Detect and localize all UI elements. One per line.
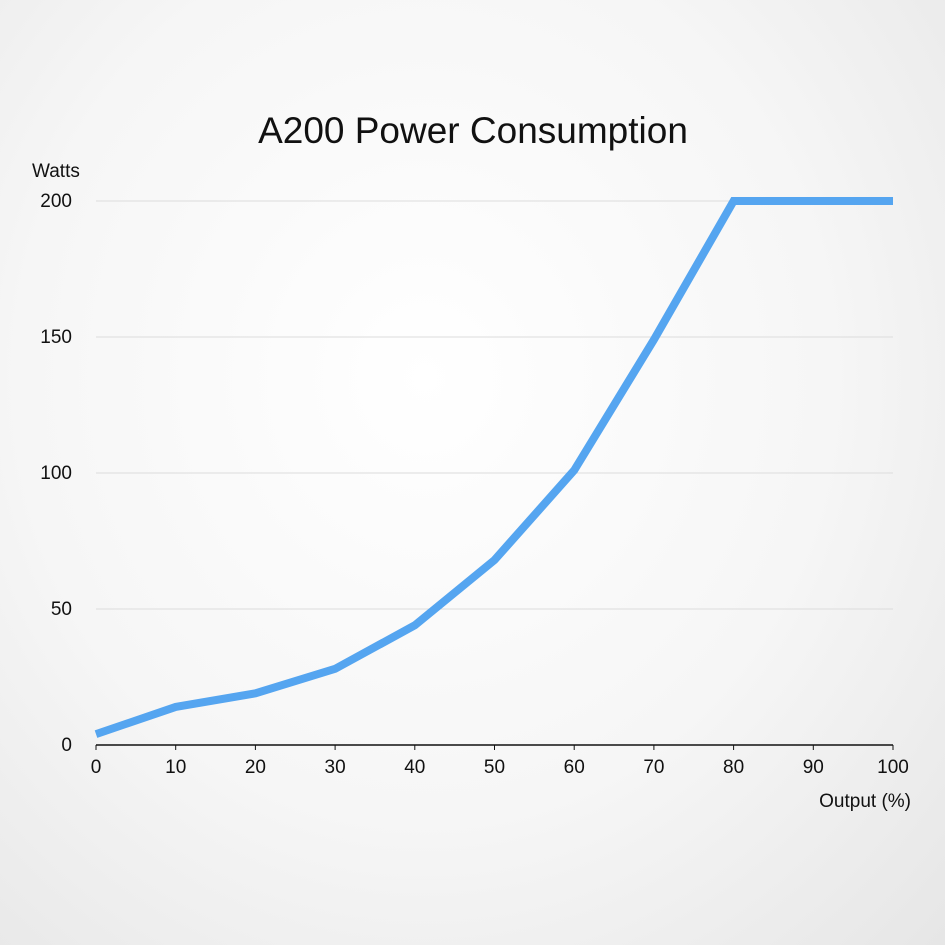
y-tick-label: 200 bbox=[40, 191, 72, 212]
y-axis-label: Watts bbox=[32, 161, 80, 182]
x-tick-label: 50 bbox=[484, 757, 505, 778]
x-tick-label: 40 bbox=[404, 757, 425, 778]
x-tick-label: 80 bbox=[723, 757, 744, 778]
x-tick-label: 60 bbox=[564, 757, 585, 778]
y-tick-label: 50 bbox=[51, 599, 72, 620]
x-axis-label: Output (%) bbox=[819, 791, 911, 812]
y-tick-label: 0 bbox=[61, 735, 72, 756]
x-tick-label: 70 bbox=[643, 757, 664, 778]
chart-title: A200 Power Consumption bbox=[258, 110, 688, 151]
data-line bbox=[94, 197, 893, 738]
y-tick-label: 100 bbox=[40, 463, 72, 484]
x-tick-label: 100 bbox=[877, 757, 909, 778]
x-tick-label: 0 bbox=[91, 757, 102, 778]
x-tick-label: 90 bbox=[803, 757, 824, 778]
y-tick-label: 150 bbox=[40, 327, 72, 348]
x-tick-label: 10 bbox=[165, 757, 186, 778]
x-tick-label: 30 bbox=[325, 757, 346, 778]
x-tick-label: 20 bbox=[245, 757, 266, 778]
